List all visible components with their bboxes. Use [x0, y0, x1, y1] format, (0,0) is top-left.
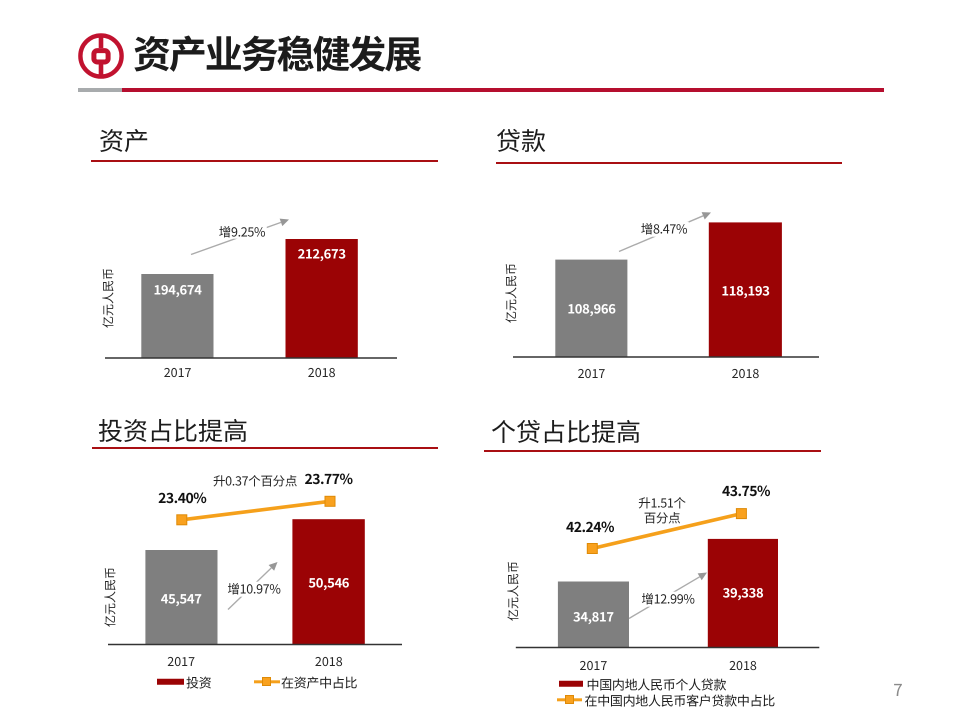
line-marker-personal-loans-2017: [586, 543, 598, 554]
section-rule-assets: [91, 159, 438, 162]
x-tick-label-investment-2018: 2018: [314, 650, 343, 670]
percent-label-personal-loans-2017: 42.24%: [565, 517, 615, 537]
bar-2017-loans: [555, 259, 628, 357]
growth-arrow-assets-head: [279, 218, 289, 227]
section-title-personal-loans: 个贷占比提高: [491, 413, 642, 449]
x-tick-label-investment-2017: 2017: [167, 650, 196, 670]
line-marker-investment-2017: [176, 514, 188, 526]
growth-arrow-loans-head: [701, 212, 711, 220]
bar-value-label-loans-2018: 118,193: [721, 280, 770, 300]
bar-2017-personal-loans: [557, 581, 629, 648]
slide-title: 资产业务稳健发展: [133, 24, 422, 79]
section-title-investment: 投资占比提高: [98, 412, 249, 448]
section-rule-personal-loans: [484, 450, 821, 452]
header-rule-red-segment: [122, 87, 884, 92]
bar-2018-personal-loans: [707, 538, 778, 648]
y-axis-label-personal-loans: 亿元人民币: [504, 560, 522, 622]
line-marker-investment-2018: [324, 495, 336, 507]
x-tick-label-personal-loans-2017: 2017: [579, 654, 608, 674]
line-marker-personal-loans-2018: [735, 508, 747, 520]
growth-annotation-loans: 增8.47%: [639, 218, 689, 238]
growth-annotation-personal-loans: 增12.99%: [640, 588, 696, 608]
ratio-line-personal-loans: [591, 511, 742, 551]
legend-label-personal-loans-line-series: 在中国内地人民币客户贷款中占比: [584, 690, 776, 710]
growth-arrow-personal-loans-head: [697, 572, 707, 581]
page-number: 7: [893, 676, 903, 701]
y-axis-label-loans: 亿元人民币: [502, 262, 520, 324]
bar-value-label-personal-loans-2017: 34,817: [573, 606, 614, 626]
section-rule-loans: [496, 161, 842, 164]
bar-value-label-personal-loans-2018: 39,338: [722, 582, 764, 602]
growth-annotation-investment: 增10.97%: [226, 578, 282, 598]
ratio-line-investment: [181, 499, 331, 522]
bar-value-label-assets-2017: 194,674: [153, 279, 202, 299]
bar-value-label-assets-2018: 212,673: [297, 243, 346, 263]
bar-value-label-investment-2018: 50,546: [308, 572, 350, 592]
section-title-loans: 贷款: [496, 122, 547, 158]
legend-bar-swatch-personal-loans: [558, 680, 584, 688]
percent-label-investment-2018: 23.77%: [304, 469, 353, 490]
legend-label-investment-line-series: 在资产中占比: [281, 672, 358, 692]
legend-bar-swatch-investment: [157, 678, 184, 686]
legend-line-marker-investment: [262, 677, 272, 687]
y-axis-label-assets: 亿元人民币: [99, 267, 117, 329]
section-title-assets: 资产: [99, 122, 150, 158]
section-rule-investment: [92, 447, 438, 449]
legend-label-personal-loans-bar-series: 中国内地人民币个人贷款: [586, 674, 727, 694]
legend-label-investment-bar-series: 投资: [186, 672, 212, 692]
growth-arrow-investment-head: [268, 562, 278, 571]
bank-of-china-logo: [78, 33, 124, 79]
y-axis-label-investment: 亿元人民币: [101, 566, 119, 628]
rise-annotation-investment: 升0.37个百分点: [212, 470, 298, 490]
bar-value-label-investment-2017: 45,547: [160, 588, 202, 608]
x-tick-label-assets-2018: 2018: [307, 361, 336, 381]
legend-line-marker-personal-loans: [565, 695, 574, 705]
x-tick-label-loans-2017: 2017: [577, 362, 606, 382]
x-tick-label-assets-2017: 2017: [163, 361, 192, 381]
percent-label-investment-2017: 23.40%: [158, 488, 207, 509]
bar-2017-assets: [141, 274, 214, 358]
bar-2018-loans: [708, 222, 782, 357]
rise-annotation-personal-loans: 升1.51个 百分点: [638, 492, 686, 526]
header-rule-gray-segment: [78, 87, 122, 92]
percent-label-personal-loans-2018: 43.75%: [721, 481, 771, 501]
bar-value-label-loans-2017: 108,966: [567, 298, 616, 318]
bar-2017-investment: [145, 550, 218, 645]
x-tick-label-loans-2018: 2018: [731, 362, 760, 382]
growth-annotation-assets: 增9.25%: [217, 221, 267, 241]
x-tick-label-personal-loans-2018: 2018: [729, 654, 757, 674]
bar-2018-assets: [285, 239, 358, 358]
bar-2018-investment: [292, 519, 365, 645]
